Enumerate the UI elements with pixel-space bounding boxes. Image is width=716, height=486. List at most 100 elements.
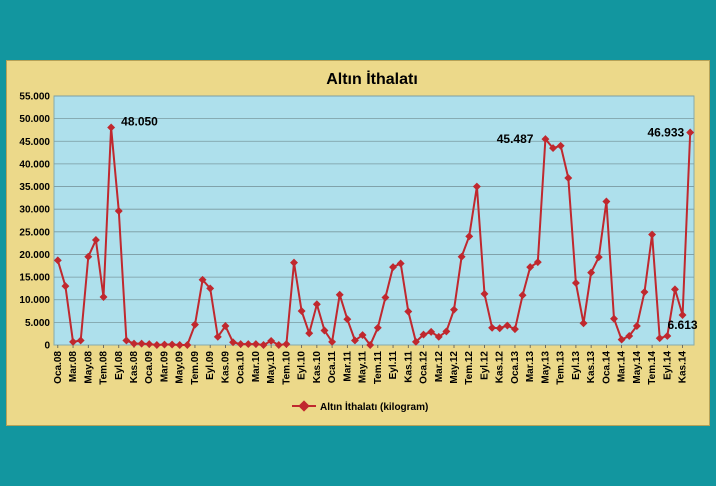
y-tick-label: 35.000 (19, 182, 50, 193)
data-point (610, 314, 618, 323)
x-tick-label: Tem.13 (556, 351, 567, 385)
x-tick-label: Oca.14 (601, 351, 612, 384)
data-point (282, 340, 291, 349)
x-tick-label: May.14 (632, 351, 643, 384)
data-point (274, 341, 283, 349)
data-point (434, 332, 443, 341)
data-point (465, 232, 474, 241)
data-label: 45.487 (497, 132, 534, 146)
x-tick-label: Tem.10 (281, 351, 292, 385)
data-point (648, 230, 657, 239)
data-point (472, 182, 481, 191)
series-markers (53, 123, 695, 349)
x-tick-label: May.09 (175, 351, 186, 384)
grid-lines (54, 95, 694, 323)
data-point (305, 329, 314, 338)
data-point (312, 300, 321, 309)
data-point (358, 331, 367, 339)
data-point (427, 327, 436, 336)
y-tick-label: 5.000 (25, 318, 50, 329)
x-tick-label: Tem.14 (647, 351, 658, 385)
x-tick-label: Eyl.11 (388, 351, 399, 380)
data-point (381, 293, 390, 302)
y-tick-label: 25.000 (19, 227, 50, 238)
data-label: 48.050 (121, 114, 158, 128)
x-tick-label: May.11 (358, 351, 369, 383)
data-point (442, 327, 451, 336)
data-point (419, 330, 428, 339)
data-labels: 48.050 45.487 46.933 6.613 (121, 114, 698, 332)
x-tick-label: Tem.08 (99, 351, 110, 385)
y-tick-label: 10.000 (19, 295, 50, 306)
x-tick-label: Eyl.12 (479, 351, 490, 380)
data-point (213, 332, 222, 341)
data-point (107, 123, 116, 132)
data-point (206, 284, 215, 293)
data-point (564, 173, 573, 182)
y-tick-label: 55.000 (19, 92, 50, 103)
data-point (678, 311, 687, 320)
x-tick-label: Mar.08 (68, 351, 79, 383)
x-tick-label: Eyl.09 (205, 351, 216, 380)
y-tick-label: 15.000 (19, 273, 50, 284)
y-tick-label: 0 (44, 341, 50, 352)
data-point (168, 340, 177, 349)
data-point (526, 263, 535, 272)
x-tick-label: Kas.14 (678, 351, 689, 384)
y-axis-ticks: 0 5.000 10.000 15.000 20.000 25.000 30.000 35.0… (19, 92, 50, 352)
plot-area (53, 95, 695, 346)
data-point (495, 324, 504, 333)
data-point (541, 135, 550, 144)
x-tick-label: May.10 (266, 351, 277, 384)
data-point (114, 207, 123, 215)
data-point (640, 288, 649, 296)
x-axis-ticks: Oca.08 Mar.08 May.08 Tem.08 Eyl.08 Kas.08 Oca.… (53, 345, 689, 385)
data-point (587, 268, 596, 277)
x-tick-label: Mar.14 (617, 351, 628, 383)
x-tick-label: Kas.09 (220, 351, 231, 384)
x-tick-label: Kas.08 (129, 351, 140, 384)
data-point (267, 336, 276, 345)
data-label: 6.613 (668, 318, 698, 332)
data-point (457, 252, 466, 261)
y-tick-label: 30.000 (19, 205, 50, 216)
x-tick-label: Mar.10 (251, 351, 262, 383)
data-point (404, 307, 413, 316)
x-tick-label: Mar.13 (525, 351, 536, 383)
data-point (335, 290, 344, 299)
x-tick-label: Mar.11 (342, 351, 353, 382)
data-point (328, 337, 337, 346)
x-tick-label: May.13 (540, 351, 551, 384)
data-point (259, 341, 268, 349)
y-tick-label: 40.000 (19, 159, 50, 170)
x-tick-label: Oca.09 (144, 351, 155, 384)
data-point (663, 331, 672, 340)
y-tick-label: 45.000 (19, 137, 50, 148)
data-point (152, 341, 161, 349)
data-point (122, 336, 131, 345)
x-tick-label: Oca.11 (327, 351, 338, 384)
data-point (160, 340, 169, 349)
data-point (145, 340, 154, 349)
x-tick-label: Tem.11 (373, 351, 384, 385)
data-point (229, 338, 238, 347)
data-point (130, 339, 138, 348)
x-tick-label: Eyl.13 (571, 351, 582, 380)
data-point (503, 321, 512, 330)
data-point (190, 320, 199, 329)
y-tick-label: 20.000 (19, 250, 50, 261)
data-point (556, 141, 565, 150)
data-point (91, 236, 100, 244)
x-tick-label: Oca.12 (419, 351, 430, 384)
data-point (297, 307, 306, 316)
x-tick-label: Kas.12 (495, 351, 506, 384)
data-point (579, 319, 588, 328)
data-point (602, 197, 611, 206)
data-point (480, 289, 489, 298)
data-label: 46.933 (647, 126, 684, 140)
chart-title: Altın İthalatı (326, 70, 418, 88)
data-point (244, 340, 253, 349)
data-point (350, 336, 359, 345)
x-tick-label: Tem.12 (464, 351, 475, 385)
x-tick-label: May.08 (83, 351, 94, 384)
